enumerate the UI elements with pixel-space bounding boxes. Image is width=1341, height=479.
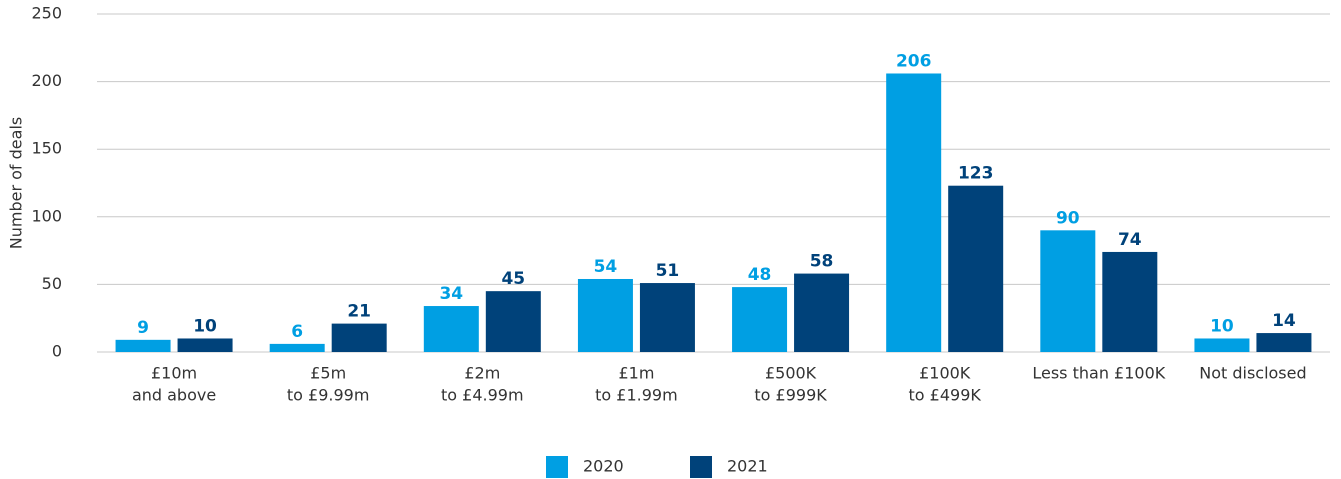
- bar: [732, 287, 788, 352]
- x-tick-label: to £1.99m: [595, 386, 678, 405]
- x-tick-label: to £9.99m: [287, 386, 370, 405]
- x-tick-label: to £4.99m: [441, 386, 524, 405]
- x-tick-label: £500K: [765, 364, 817, 383]
- x-tick-label: Less than £100K: [1032, 364, 1165, 383]
- value-label: 34: [439, 284, 463, 304]
- value-label: 6: [291, 322, 303, 342]
- bar: [639, 283, 695, 352]
- bar: [423, 306, 479, 352]
- bar: [269, 343, 325, 352]
- bar: [886, 73, 942, 352]
- bar: [485, 291, 541, 352]
- value-label: 45: [501, 269, 525, 289]
- bar: [577, 278, 633, 352]
- value-label: 10: [193, 316, 217, 336]
- bar: [1256, 333, 1312, 352]
- x-tick-label: £1m: [618, 364, 654, 383]
- value-label: 10: [1210, 316, 1234, 336]
- bar: [115, 339, 171, 352]
- legend-label: 2020: [583, 457, 624, 476]
- x-tick-label: and above: [132, 386, 216, 405]
- legend-swatch: [546, 456, 568, 478]
- bar: [948, 185, 1004, 352]
- bar: [331, 323, 387, 352]
- y-tick-label: 50: [42, 274, 62, 293]
- x-tick-label: £100K: [919, 364, 971, 383]
- y-tick-label: 150: [31, 139, 62, 158]
- y-tick-label: 200: [31, 71, 62, 90]
- x-tick-label: Not disclosed: [1199, 364, 1306, 383]
- bar: [1040, 230, 1096, 352]
- legend-label: 2021: [727, 457, 768, 476]
- value-label: 58: [810, 252, 834, 272]
- bar: [177, 338, 233, 352]
- value-label: 74: [1118, 230, 1142, 250]
- legend-swatch: [690, 456, 712, 478]
- x-tick-label: £2m: [464, 364, 500, 383]
- x-tick-label: to £999K: [754, 386, 827, 405]
- y-axis-label: Number of deals: [7, 117, 26, 249]
- value-label: 206: [896, 51, 932, 71]
- bar: [1194, 338, 1250, 352]
- x-tick-label: £5m: [310, 364, 346, 383]
- x-tick-label: to £499K: [909, 386, 982, 405]
- bar: [1102, 251, 1158, 352]
- value-label: 90: [1056, 208, 1080, 228]
- y-tick-label: 250: [31, 4, 62, 23]
- x-tick-label: £10m: [151, 364, 197, 383]
- y-tick-label: 100: [31, 206, 62, 225]
- value-label: 48: [748, 265, 772, 285]
- value-label: 9: [137, 318, 149, 338]
- value-label: 21: [347, 302, 371, 322]
- value-label: 51: [656, 261, 680, 281]
- bar: [794, 273, 850, 352]
- value-label: 123: [958, 164, 994, 184]
- y-tick-label: 0: [52, 342, 62, 361]
- value-label: 14: [1272, 311, 1296, 331]
- value-label: 54: [594, 257, 618, 277]
